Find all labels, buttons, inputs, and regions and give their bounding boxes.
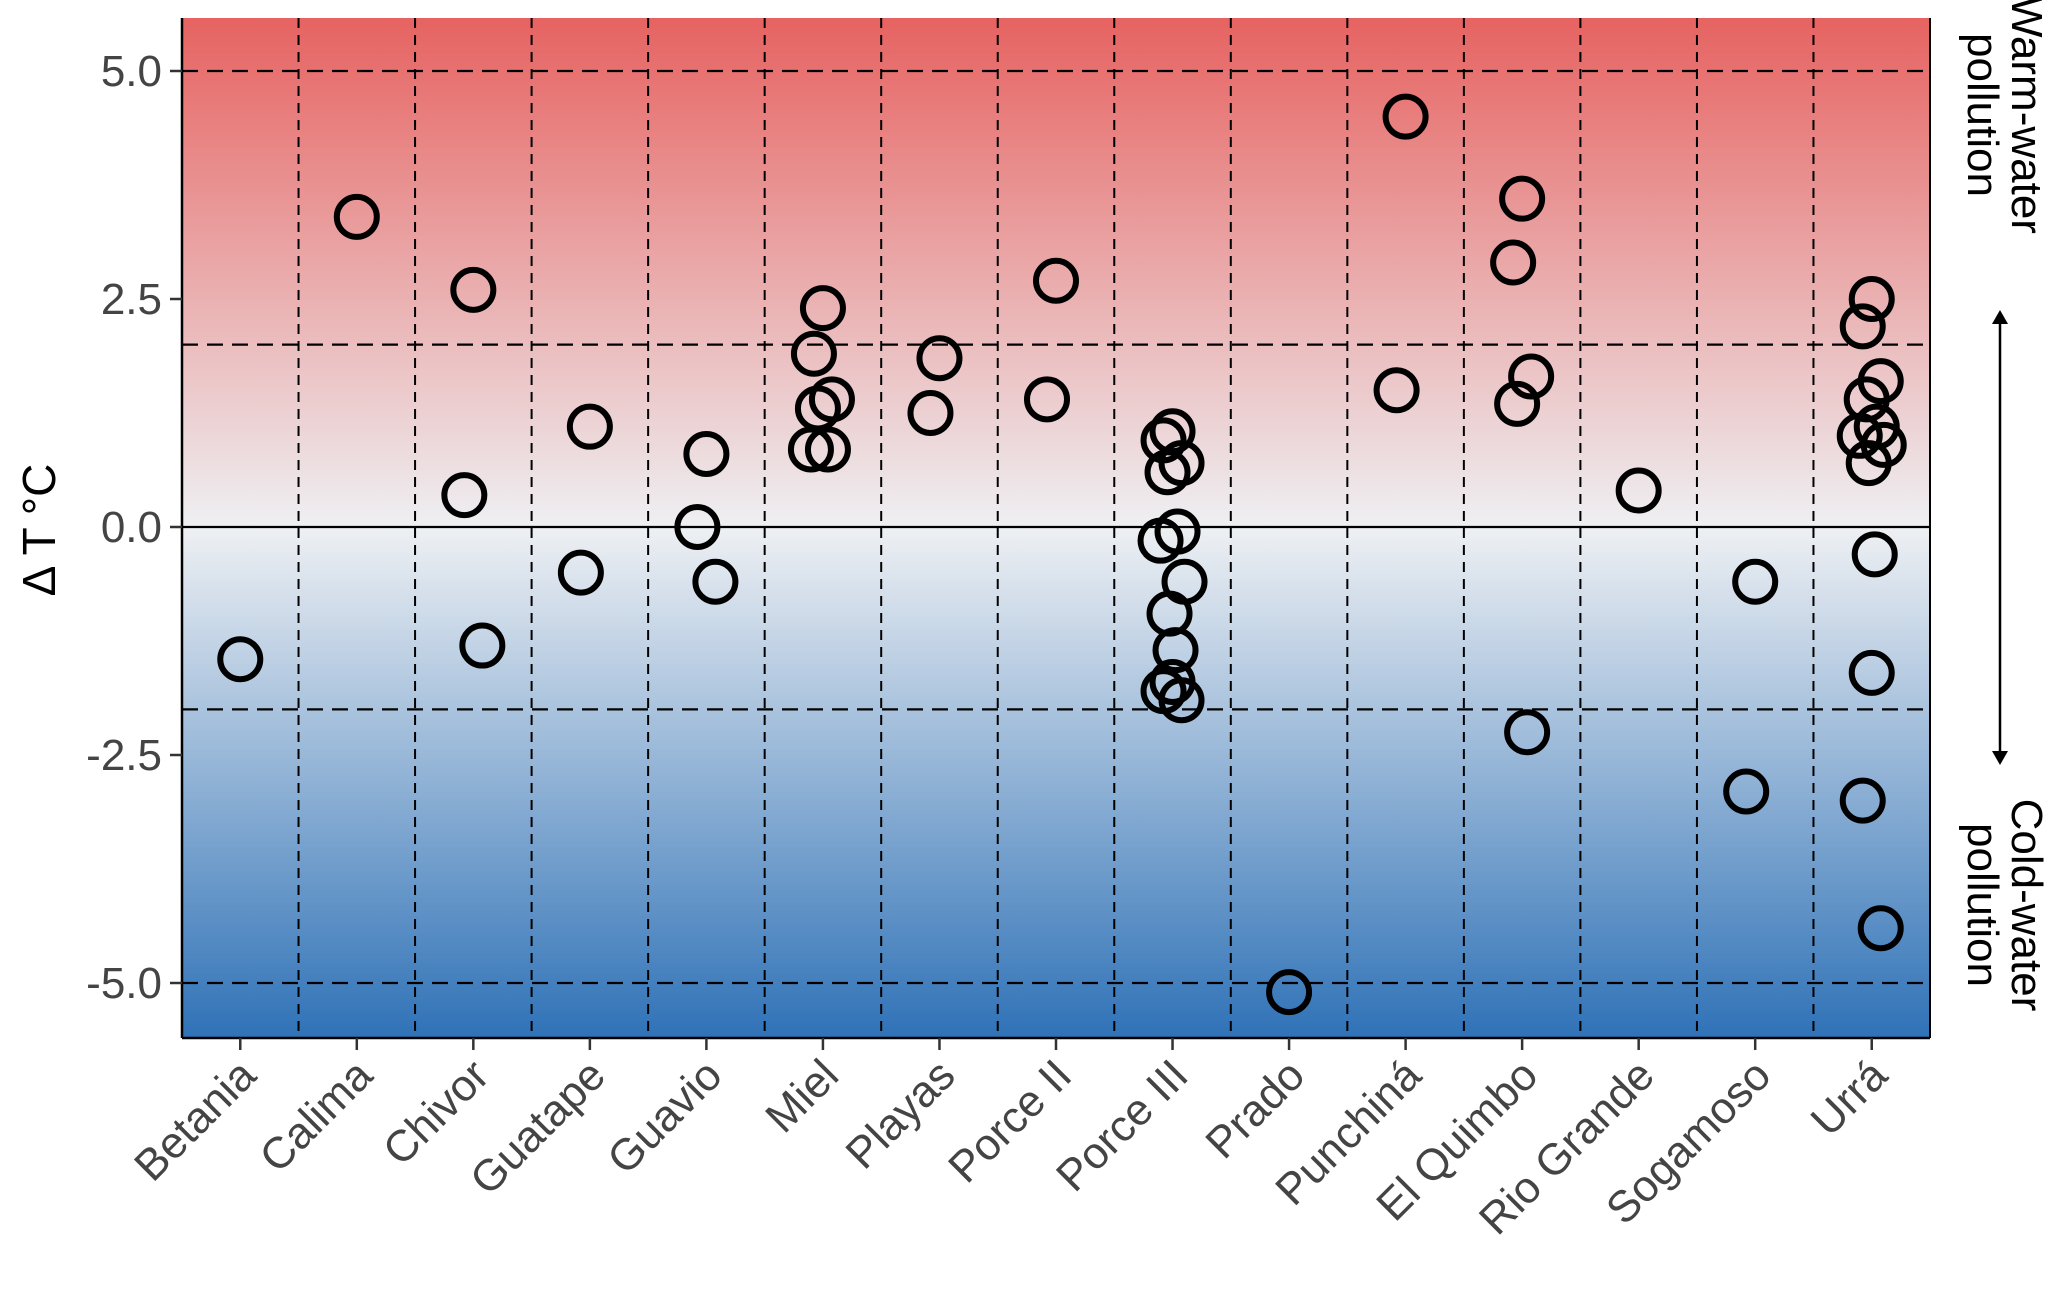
y-tick-label: 2.5 (101, 275, 162, 324)
data-point (1158, 677, 1205, 724)
x-category-label: Porce III (1047, 1050, 1198, 1201)
data-point (1490, 239, 1537, 286)
data-point (450, 266, 497, 313)
data-point (1845, 440, 1892, 487)
y-tick-label: -2.5 (86, 731, 162, 780)
cold-water-annotation: Cold-waterpollution (1958, 799, 2051, 1012)
data-point (1137, 517, 1184, 564)
data-point (692, 558, 739, 605)
data-point (1836, 412, 1883, 459)
x-category-label: Guavio (598, 1050, 731, 1183)
x-category-label: Calima (250, 1050, 382, 1182)
data-point (1848, 649, 1895, 696)
x-category-label: Urrá (1802, 1050, 1898, 1146)
data-point (790, 330, 837, 377)
data-point (1033, 257, 1079, 304)
data-point (441, 472, 488, 519)
warm-water-annotation: Warm-waterpollution (1958, 0, 2051, 234)
y-tick-label: -5.0 (86, 959, 162, 1008)
data-point (557, 549, 604, 596)
data-point (333, 193, 380, 240)
data-point (907, 390, 954, 436)
data-point (1494, 380, 1541, 427)
data-point (1851, 531, 1898, 578)
data-point (566, 403, 613, 450)
data-point (1839, 303, 1886, 350)
data-point (1732, 558, 1779, 605)
data-point (916, 335, 963, 382)
y-tick-labels: 5.0 2.5 0.0 -2.5 -5.0 (86, 47, 162, 1008)
data-point (787, 426, 834, 473)
data-point (1024, 376, 1070, 423)
x-category-label: Betania (125, 1050, 266, 1191)
data-point (1848, 276, 1895, 322)
data-point (1857, 905, 1904, 952)
y-axis-label: Δ T °C (13, 464, 65, 597)
data-point (217, 636, 264, 683)
y-tick-label: 5.0 (101, 47, 162, 96)
data-point (683, 431, 730, 478)
horizontal-gridlines (182, 69, 1930, 985)
data-point (1508, 353, 1555, 400)
data-point (1152, 627, 1199, 674)
data-point (1839, 777, 1886, 824)
arrow-head-up (1992, 310, 2008, 324)
x-category-label: Miel (756, 1050, 848, 1142)
data-point (1723, 768, 1770, 815)
data-point (1504, 709, 1551, 756)
arrow-head-down (1992, 751, 2008, 765)
double-arrow-icon (1992, 310, 2008, 765)
axes (170, 18, 1931, 1050)
data-point (1382, 93, 1429, 140)
y-tick-label: 0.0 (101, 503, 162, 552)
data-points (217, 93, 1907, 1016)
data-point (1373, 367, 1420, 414)
data-point (1266, 969, 1313, 1016)
data-point (1144, 449, 1191, 496)
data-point (1615, 467, 1662, 514)
data-point (1499, 175, 1546, 222)
data-point (799, 285, 846, 332)
data-point (459, 622, 506, 669)
data-point (674, 504, 721, 550)
data-point (804, 426, 851, 473)
